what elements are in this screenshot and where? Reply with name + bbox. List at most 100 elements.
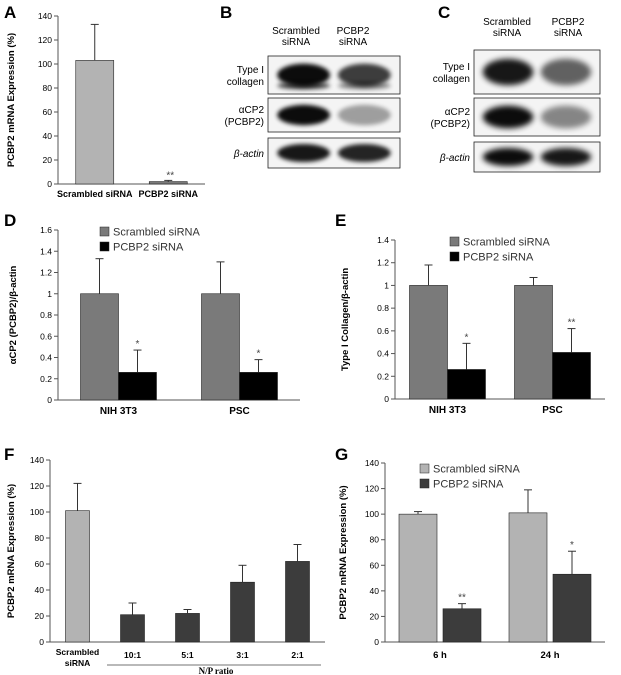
chart-d-scrambled-bar xyxy=(80,293,119,401)
blot-row-label: β-actin xyxy=(233,149,265,160)
chart-d-significance-marker: * xyxy=(136,339,140,350)
chart-g: 0 20 40 60 80 100 120 140 PCBP2 mRNA Expression … xyxy=(338,458,605,661)
chart-f-y-tick-label: 40 xyxy=(35,585,45,595)
chart-f-y-axis-label: PCBP2 mRNA Expression (%) xyxy=(6,484,17,618)
chart-g-legend-swatch xyxy=(419,478,430,489)
chart-a: 0 20 40 60 80 100 120 140 PCBP2 mRNA Expression … xyxy=(6,11,205,199)
chart-f-x-tick-label: 2:1 xyxy=(291,650,304,660)
chart-e-x-tick-label: PSC xyxy=(542,405,563,416)
chart-g-y-axis-label: PCBP2 mRNA Expression (%) xyxy=(338,485,349,619)
chart-g-legend-label: Scrambled siRNA xyxy=(433,464,520,476)
chart-f-bar xyxy=(285,561,310,643)
blot-row-label: β-actin xyxy=(439,153,471,164)
chart-f-y-tick-label: 80 xyxy=(35,533,45,543)
chart-g-pcbp2-bar xyxy=(442,608,482,643)
blot-column-label: siRNA xyxy=(493,28,522,39)
chart-g-scrambled-bar xyxy=(508,512,548,643)
chart-d-y-tick-label: 1.2 xyxy=(40,268,52,278)
blot-band xyxy=(337,81,391,90)
chart-a-y-tick-label: 80 xyxy=(43,83,53,93)
chart-d-significance-marker: * xyxy=(257,349,261,360)
chart-d-pcbp2-bar xyxy=(239,372,278,401)
chart-e-y-tick-label: 0.2 xyxy=(377,371,389,381)
chart-f-y-tick-label: 20 xyxy=(35,611,45,621)
chart-e-significance-marker: * xyxy=(465,332,469,343)
chart-f-x-tick-label: siRNA xyxy=(65,658,91,668)
blot-row-label: collagen xyxy=(227,77,264,88)
blot-column-label: PCBP2 xyxy=(552,17,585,28)
chart-d-y-tick-label: 0.8 xyxy=(40,310,52,320)
panel-label-d: D xyxy=(4,211,16,230)
panel-label-c: C xyxy=(438,3,450,22)
chart-e: 0 0.2 0.4 0.6 0.8 1 1.2 1.4 Type I Collagen/β-ac… xyxy=(340,235,605,416)
chart-a-y-tick-label: 20 xyxy=(43,155,53,165)
chart-e-scrambled-bar xyxy=(409,285,448,400)
chart-a-significance-marker: ** xyxy=(166,170,174,181)
chart-d-y-tick-label: 0.2 xyxy=(40,374,52,384)
chart-e-legend-swatch xyxy=(449,251,460,262)
chart-d-legend-label: Scrambled siRNA xyxy=(113,227,200,239)
blot-row-label: (PCBP2) xyxy=(431,119,470,130)
chart-g-y-tick-label: 0 xyxy=(374,637,379,647)
chart-f-y-tick-label: 60 xyxy=(35,559,45,569)
chart-d: 0 0.2 0.4 0.6 0.8 1 1.2 1.4 1.6 αCP2 (PCBP2)/β-ac… xyxy=(8,225,300,417)
chart-e-pcbp2-bar xyxy=(447,369,486,400)
chart-g-y-tick-label: 140 xyxy=(365,458,379,468)
blot-band xyxy=(540,58,592,86)
blot-column-label: siRNA xyxy=(282,37,311,48)
chart-f-x-tick-label: 3:1 xyxy=(236,650,249,660)
blot-row-label: (PCBP2) xyxy=(225,117,264,128)
chart-e-significance-marker: ** xyxy=(568,318,576,329)
chart-e-x-tick-label: NIH 3T3 xyxy=(429,405,467,416)
chart-d-y-tick-label: 1 xyxy=(47,289,52,299)
chart-g-y-tick-label: 120 xyxy=(365,484,379,494)
blot-column-label: siRNA xyxy=(339,37,368,48)
blot-band xyxy=(277,81,331,90)
chart-f-bar xyxy=(65,510,90,643)
chart-g-y-tick-label: 100 xyxy=(365,509,379,519)
chart-e-legend-swatch xyxy=(449,236,460,247)
blot-row-label: collagen xyxy=(433,74,470,85)
blot-column-label: PCBP2 xyxy=(337,26,370,37)
chart-d-legend-label: PCBP2 siRNA xyxy=(113,242,184,254)
panel-label-f: F xyxy=(4,445,14,464)
chart-a-x-tick-label: PCBP2 siRNA xyxy=(138,189,198,199)
chart-f-bar xyxy=(120,614,145,643)
chart-d-legend-swatch xyxy=(99,226,110,237)
blot-column-label: Scrambled xyxy=(483,17,531,28)
blot-column-label: siRNA xyxy=(554,28,583,39)
blot-band xyxy=(277,144,331,162)
blot-band xyxy=(337,144,391,162)
chart-g-y-tick-label: 40 xyxy=(370,586,380,596)
chart-a-y-axis-label: PCBP2 mRNA Expression (%) xyxy=(6,33,17,167)
chart-d-scrambled-bar xyxy=(201,293,240,401)
blot-band xyxy=(482,148,534,166)
blot-column-label: Scrambled xyxy=(272,26,320,37)
panel-label-b: B xyxy=(220,3,232,22)
blot-row-label: αCP2 xyxy=(445,107,471,118)
chart-f-bar xyxy=(175,613,200,643)
chart-a-y-tick-label: 0 xyxy=(47,179,52,189)
chart-g-y-tick-label: 60 xyxy=(370,560,380,570)
blot-row-label: αCP2 xyxy=(239,105,265,116)
chart-f-bar xyxy=(230,581,255,643)
chart-a-bar xyxy=(148,181,188,185)
chart-a-bar xyxy=(75,60,115,185)
blot-band xyxy=(482,105,534,129)
blot-band xyxy=(277,104,331,126)
chart-a-y-tick-label: 40 xyxy=(43,131,53,141)
blot-row-label: Type I xyxy=(443,62,470,73)
chart-e-y-axis-label: Type I Collagen/β-actin xyxy=(340,268,351,371)
chart-f-y-tick-label: 0 xyxy=(39,637,44,647)
chart-g-y-tick-label: 80 xyxy=(370,535,380,545)
blot-band xyxy=(540,148,592,166)
chart-d-x-tick-label: PSC xyxy=(229,406,250,417)
chart-d-y-axis-label: αCP2 (PCBP2)/β-actin xyxy=(8,265,19,364)
chart-g-pcbp2-bar xyxy=(552,573,592,643)
chart-f-y-tick-label: 120 xyxy=(30,481,44,491)
chart-g-significance-marker: ** xyxy=(458,593,466,604)
chart-a-y-tick-label: 140 xyxy=(38,11,52,21)
chart-a-x-tick-label: Scrambled siRNA xyxy=(57,189,133,199)
chart-d-y-tick-label: 0 xyxy=(47,395,52,405)
chart-e-y-tick-label: 1.4 xyxy=(377,235,389,245)
